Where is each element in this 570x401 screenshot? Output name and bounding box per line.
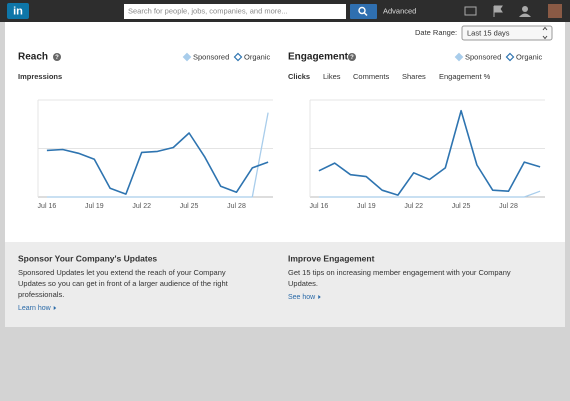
date-range-label: Date Range: xyxy=(415,28,457,37)
series-line xyxy=(46,132,269,195)
legend-label: Organic xyxy=(244,52,271,61)
promo-link[interactable]: See how xyxy=(288,294,316,301)
search-box[interactable] xyxy=(124,4,346,19)
metric-tab[interactable]: Comments xyxy=(353,72,390,81)
search-button[interactable] xyxy=(350,4,377,19)
promo-area xyxy=(5,242,565,327)
x-tick-label: Jul 28 xyxy=(499,203,518,210)
metric-tab[interactable]: Engagement % xyxy=(439,72,491,81)
promo-title: Sponsor Your Company's Updates xyxy=(18,253,157,263)
messages-icon[interactable] xyxy=(464,6,477,16)
legend-label: Sponsored xyxy=(465,52,501,61)
legend-label: Organic xyxy=(516,52,543,61)
metric-tab[interactable]: Clicks xyxy=(288,72,310,81)
promo-title: Improve Engagement xyxy=(288,253,375,263)
metric-tab[interactable]: Shares xyxy=(402,72,426,81)
series-line xyxy=(318,190,541,198)
series-line xyxy=(46,112,269,198)
search-icon xyxy=(358,6,366,15)
promo-body: professionals. xyxy=(18,290,64,299)
search-placeholder: Search for people, jobs, companies, and … xyxy=(128,6,288,15)
legend-marker xyxy=(454,52,464,62)
x-tick-label: Jul 22 xyxy=(132,203,151,210)
legend-marker xyxy=(505,52,515,62)
people-icon[interactable] xyxy=(522,6,528,12)
help-mark: ? xyxy=(55,55,59,61)
help-icon[interactable] xyxy=(348,53,356,61)
people-icon xyxy=(519,13,531,17)
link-arrow xyxy=(318,295,321,299)
x-tick-label: Jul 22 xyxy=(404,203,423,210)
promo-body: Get 15 tips on increasing member engagem… xyxy=(288,268,511,277)
chart-subtitle: Impressions xyxy=(18,72,62,81)
series-line xyxy=(318,109,541,196)
chart-title: Engagement xyxy=(288,52,349,63)
x-tick-label: Jul 16 xyxy=(38,203,57,210)
legend-label: Sponsored xyxy=(193,52,229,61)
x-tick-label: Jul 16 xyxy=(310,203,329,210)
advanced-link[interactable]: Advanced xyxy=(383,6,416,15)
logo[interactable] xyxy=(7,3,29,19)
date-range-select[interactable] xyxy=(461,25,553,41)
avatar[interactable] xyxy=(548,4,562,18)
x-tick-label: Jul 19 xyxy=(85,203,104,210)
x-tick-label: Jul 28 xyxy=(227,203,246,210)
flag-icon[interactable] xyxy=(493,5,503,17)
x-tick-label: Jul 25 xyxy=(180,203,199,210)
x-tick-label: Jul 25 xyxy=(452,203,471,210)
select-arrows xyxy=(542,26,548,40)
promo-body: Updates. xyxy=(288,279,318,288)
chart-title: Reach xyxy=(18,52,48,63)
metric-tab[interactable]: Likes xyxy=(323,72,341,81)
promo-body: Updates so you can get in front of a lar… xyxy=(18,279,229,288)
x-tick-label: Jul 19 xyxy=(357,203,376,210)
date-range-value: Last 15 days xyxy=(467,28,510,37)
logo-text: in xyxy=(13,5,23,17)
legend-marker xyxy=(182,52,192,62)
search-icon xyxy=(363,11,368,17)
help-icon[interactable] xyxy=(53,53,61,61)
promo-link[interactable]: Learn how xyxy=(18,305,52,312)
legend-marker xyxy=(233,52,243,62)
link-arrow xyxy=(53,306,57,310)
help-mark: ? xyxy=(350,55,354,61)
promo-body: Sponsored Updates let you extend the rea… xyxy=(18,268,226,277)
